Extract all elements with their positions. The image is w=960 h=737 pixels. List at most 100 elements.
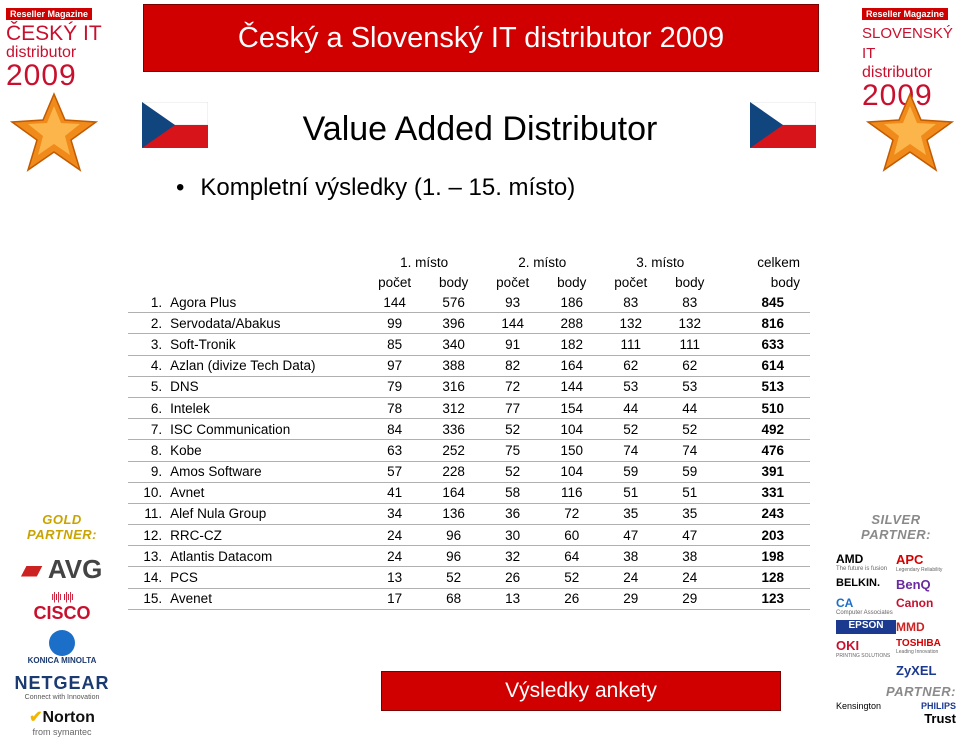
rank-cell: 13. xyxy=(128,545,171,568)
second-count-cell: 13 xyxy=(483,588,543,610)
second-count-cell: 91 xyxy=(483,333,543,356)
third-count-cell: 51 xyxy=(601,482,661,504)
second-points-cell: 64 xyxy=(542,545,602,568)
total-cell: 243 xyxy=(719,503,810,526)
first-count-cell: 63 xyxy=(365,439,425,462)
first-count-cell: 17 xyxy=(365,588,425,610)
second-count-cell: 93 xyxy=(483,292,543,314)
third-count-cell: 62 xyxy=(601,355,661,377)
first-count-cell: 57 xyxy=(365,461,425,483)
third-points-cell: 35 xyxy=(660,503,720,526)
netgear-logo: NETGEAR xyxy=(14,673,110,693)
third-points-cell: 83 xyxy=(660,292,720,314)
second-points-cell: 182 xyxy=(542,333,602,356)
total-cell: 476 xyxy=(719,439,810,462)
table-subheader-row: počet body počet body počet body body xyxy=(128,272,810,292)
title-banner: Český a Slovenský IT distributor 2009 xyxy=(143,4,819,72)
oki-logo: OKI PRINTING SOLUTIONS xyxy=(836,638,891,659)
third-points-cell: 52 xyxy=(660,418,720,441)
name-cell: Agora Plus xyxy=(170,292,366,314)
canon-logo: Canon xyxy=(896,596,934,610)
rank-cell: 6. xyxy=(128,397,171,420)
toshiba-logo: TOSHIBA Leading Innovation xyxy=(896,638,941,655)
first-count-cell: 79 xyxy=(365,376,425,398)
table-row: 1. Agora Plus 144 576 93 186 83 83 845 xyxy=(128,292,810,314)
first-points-cell: 336 xyxy=(424,418,484,441)
total-cell: 614 xyxy=(719,355,810,377)
rank-cell: 14. xyxy=(128,566,171,589)
second-count-cell: 77 xyxy=(483,397,543,420)
rank-cell: 4. xyxy=(128,355,171,377)
first-points-cell: 388 xyxy=(424,355,484,377)
total-cell: 123 xyxy=(719,588,810,610)
first-points-cell: 396 xyxy=(424,312,484,335)
bullet-text: Kompletní výsledky (1. – 15. místo) xyxy=(200,174,576,201)
total-cell: 331 xyxy=(719,482,810,504)
third-count-cell: 38 xyxy=(601,545,661,568)
first-points-cell: 164 xyxy=(424,482,484,504)
rank-cell: 11. xyxy=(128,503,171,526)
first-points-cell: 316 xyxy=(424,376,484,398)
rank-cell: 9. xyxy=(128,461,171,483)
avg-logo: ▰ AVG xyxy=(21,554,103,584)
header-total: celkem xyxy=(757,254,800,270)
award-star-icon xyxy=(9,92,99,172)
footer-label: Výsledky ankety xyxy=(505,679,657,702)
name-cell: Avenet xyxy=(170,588,366,610)
second-points-cell: 186 xyxy=(542,292,602,314)
first-count-cell: 41 xyxy=(365,482,425,504)
table-row: 4. Azlan (divize Tech Data) 97 388 82 164 62 62… xyxy=(128,355,810,377)
first-points-cell: 228 xyxy=(424,461,484,483)
second-points-cell: 60 xyxy=(542,524,602,547)
third-points-cell: 74 xyxy=(660,439,720,462)
second-points-cell: 154 xyxy=(542,397,602,420)
table-row: 11. Alef Nula Group 34 136 36 72 35 35 243 xyxy=(128,503,810,526)
results-footer-button[interactable]: Výsledky ankety xyxy=(381,671,781,711)
third-points-cell: 24 xyxy=(660,566,720,589)
second-points-cell: 104 xyxy=(542,461,602,483)
second-count-cell: 32 xyxy=(483,545,543,568)
czech-flag-icon xyxy=(142,102,208,148)
first-count-cell: 24 xyxy=(365,524,425,547)
third-points-cell: 62 xyxy=(660,355,720,377)
results-table: 1. místo 2. místo 3. místo celkem počet … xyxy=(128,252,810,610)
cisco-bars-icon: ı|ı|ı ı|ı|ı xyxy=(51,591,74,603)
badge-year: 2009 xyxy=(6,59,77,92)
third-points-cell: 44 xyxy=(660,397,720,420)
third-points-cell: 53 xyxy=(660,376,720,398)
third-count-cell: 74 xyxy=(601,439,661,462)
first-points-cell: 52 xyxy=(424,566,484,589)
total-cell: 198 xyxy=(719,545,810,568)
norton-tagline: from symantec xyxy=(32,727,92,737)
zyxel-logo: ZyXEL xyxy=(896,663,937,678)
table-row: 12. RRC-CZ 24 96 30 60 47 47 203 xyxy=(128,524,810,547)
subheader-points: body xyxy=(557,274,587,290)
name-cell: Azlan (divize Tech Data) xyxy=(170,355,366,377)
epson-logo: EPSON xyxy=(836,620,896,634)
name-cell: DNS xyxy=(170,376,366,398)
benq-logo: BenQ xyxy=(896,577,931,592)
cisco-logo: CISCO xyxy=(33,603,91,623)
netgear-tagline: Connect with Innovation xyxy=(24,694,100,701)
rank-cell: 1. xyxy=(128,292,171,314)
total-cell: 391 xyxy=(719,461,810,483)
first-count-cell: 85 xyxy=(365,333,425,356)
subheader-points: body xyxy=(439,274,469,290)
first-points-cell: 68 xyxy=(424,588,484,610)
first-points-cell: 96 xyxy=(424,545,484,568)
third-count-cell: 35 xyxy=(601,503,661,526)
total-cell: 510 xyxy=(719,397,810,420)
rank-cell: 12. xyxy=(128,524,171,547)
name-cell: Soft-Tronik xyxy=(170,333,366,356)
second-points-cell: 52 xyxy=(542,566,602,589)
first-count-cell: 13 xyxy=(365,566,425,589)
subheader-count: počet xyxy=(496,274,530,290)
third-points-cell: 51 xyxy=(660,482,720,504)
konica-minolta-logo: KONICA MINOLTA xyxy=(27,656,97,665)
table-row: 2. Servodata/Abakus 99 396 144 288 132 132 816 xyxy=(128,312,810,335)
header-first-place: 1. místo xyxy=(400,254,449,270)
partner-heading: PARTNER: xyxy=(886,684,956,699)
name-cell: Servodata/Abakus xyxy=(170,312,366,335)
table-row: 10. Avnet 41 164 58 116 51 51 331 xyxy=(128,482,810,504)
third-points-cell: 38 xyxy=(660,545,720,568)
